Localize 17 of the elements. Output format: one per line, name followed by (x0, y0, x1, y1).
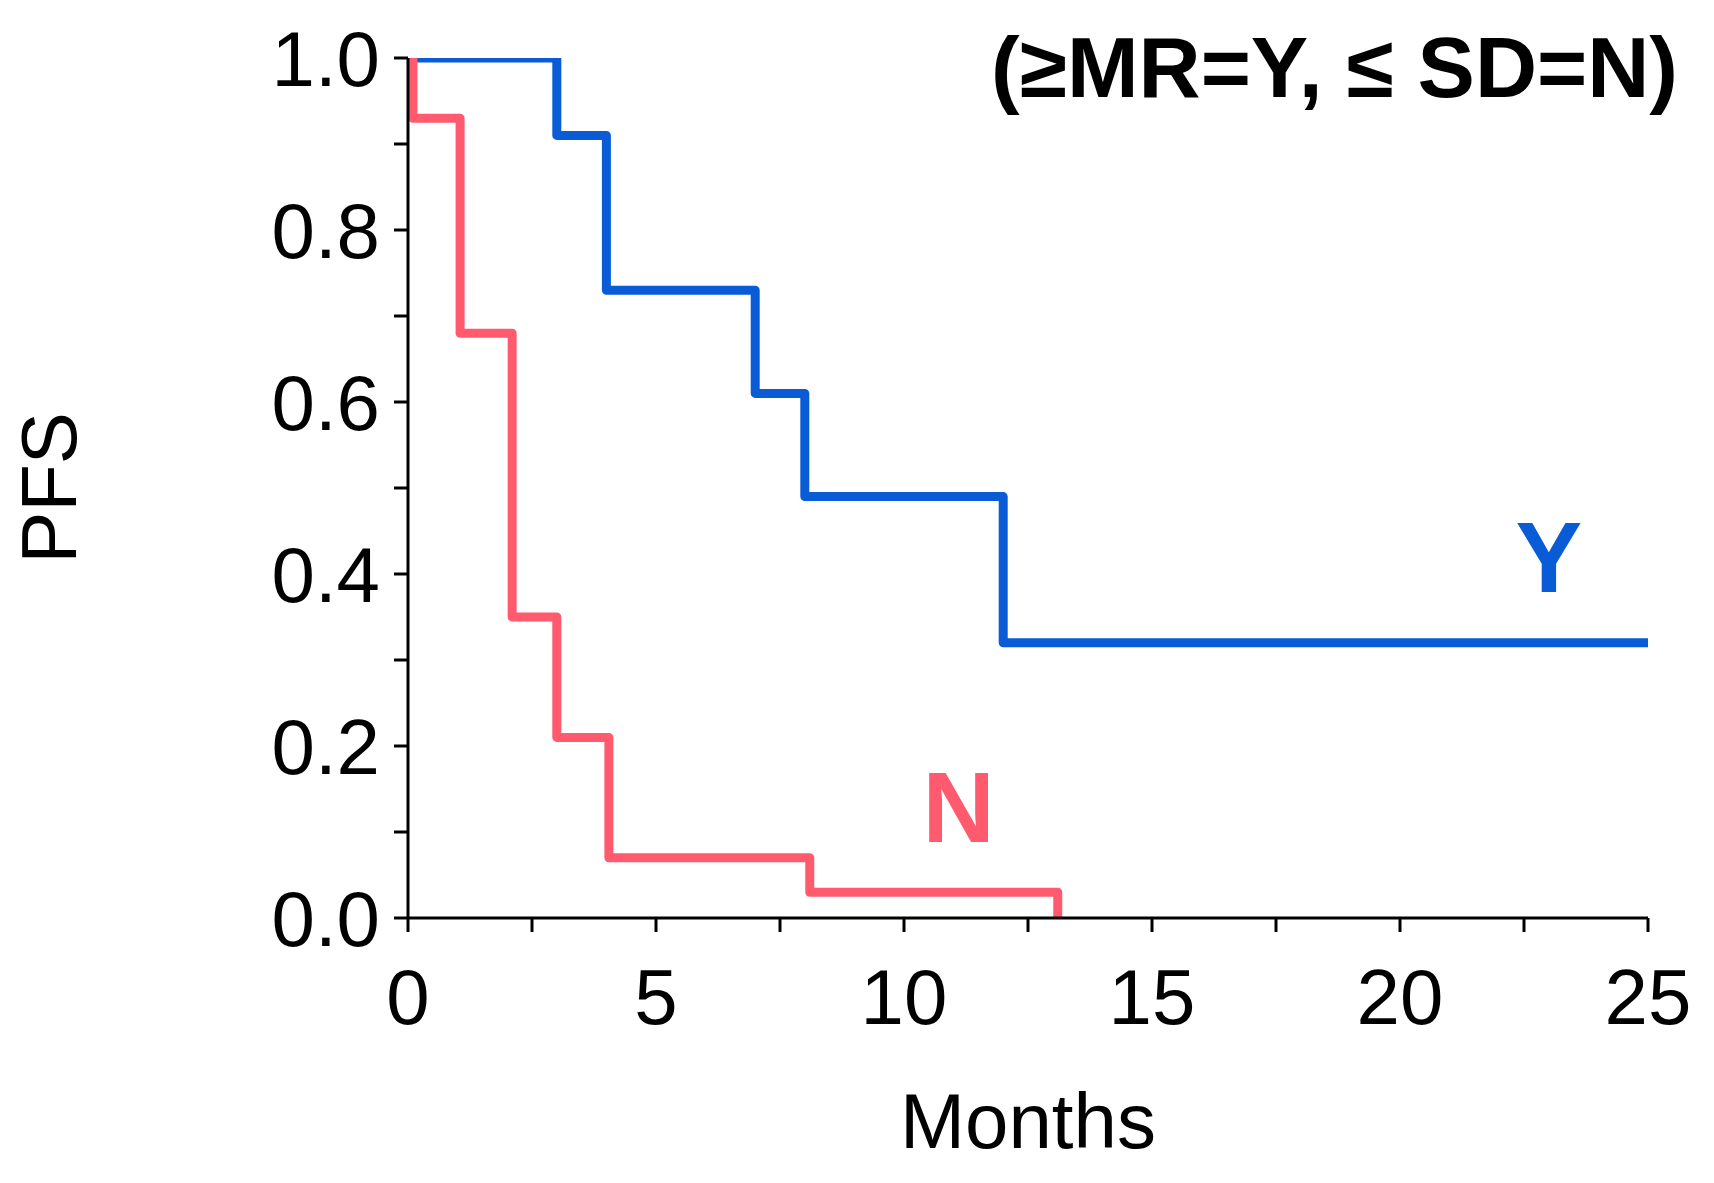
x-tick-label: 5 (634, 953, 678, 1041)
series-label: Y (1515, 501, 1583, 614)
x-tick-label: 20 (1356, 953, 1444, 1041)
x-tick-label: 0 (386, 953, 430, 1041)
y-tick-label: 0.6 (271, 358, 380, 447)
x-tick-label: 15 (1108, 953, 1196, 1041)
y-tick-label: 0.4 (271, 530, 380, 619)
y-tick-label: 0.2 (271, 702, 380, 791)
chart-title: (≥MR=Y, ≤ SD=N) (991, 18, 1678, 117)
y-tick-label: 0.8 (271, 186, 380, 275)
y-axis-title: PFS (4, 412, 93, 564)
y-tick-label: 0.0 (271, 874, 380, 963)
x-axis-title: Months (900, 1077, 1156, 1165)
x-tick-label: 10 (860, 953, 948, 1041)
x-tick-label: 25 (1604, 953, 1692, 1041)
series-label: N (922, 750, 995, 863)
y-tick-label: 1.0 (271, 14, 380, 103)
